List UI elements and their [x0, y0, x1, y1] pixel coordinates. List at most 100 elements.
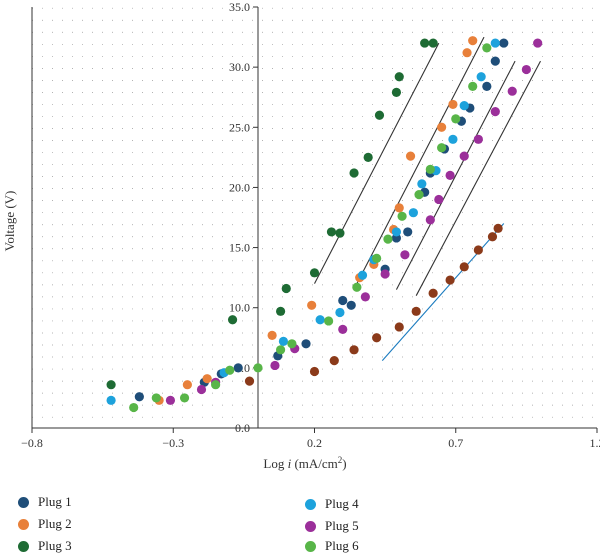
data-point [335, 308, 344, 317]
data-point [282, 284, 291, 293]
data-point [397, 212, 406, 221]
data-point [287, 339, 296, 348]
data-point [310, 367, 319, 376]
legend-marker [305, 541, 316, 552]
data-point [375, 111, 384, 120]
data-point [409, 208, 418, 217]
data-point [135, 392, 144, 401]
data-point [420, 38, 429, 47]
x-tick-label: −0.8 [21, 436, 43, 450]
y-tick-label: 25.0 [229, 120, 250, 134]
y-tick-label: 0.0 [235, 421, 250, 435]
data-point [253, 363, 262, 372]
x-tick-label: 1.2 [590, 436, 600, 450]
data-points [107, 36, 543, 412]
data-point [335, 229, 344, 238]
legend-label: Plug 3 [38, 538, 72, 554]
data-point [395, 72, 404, 81]
legend-label: Plug 6 [325, 538, 359, 554]
data-point [307, 301, 316, 310]
data-point [392, 88, 401, 97]
data-point [330, 356, 339, 365]
data-point [180, 393, 189, 402]
data-point [482, 43, 491, 52]
legend-item: Plug 3 [18, 538, 72, 554]
legend-item: Plug 1 [18, 494, 72, 510]
y-tick-label: 35.0 [229, 0, 250, 14]
legend-label: Plug 1 [38, 494, 72, 510]
data-point [462, 48, 471, 57]
data-point [358, 271, 367, 280]
data-point [327, 227, 336, 236]
data-point [474, 135, 483, 144]
data-point [349, 168, 358, 177]
data-point [310, 268, 319, 277]
data-point [451, 114, 460, 123]
grid [32, 8, 597, 417]
data-point [276, 345, 285, 354]
data-point [183, 380, 192, 389]
trend-line [416, 61, 540, 296]
trend-line [396, 61, 515, 290]
data-point [460, 262, 469, 271]
x-tick-label: 0.2 [307, 436, 322, 450]
data-point [338, 325, 347, 334]
legend-label: Plug 4 [325, 496, 359, 512]
trend-lines [315, 37, 541, 361]
data-point [225, 366, 234, 375]
data-point [364, 153, 373, 162]
data-point [324, 316, 333, 325]
data-point [301, 339, 310, 348]
y-tick-label: 10.0 [229, 301, 250, 315]
legend-marker [305, 499, 316, 510]
data-point [414, 190, 423, 199]
data-point [372, 254, 381, 263]
data-point [279, 337, 288, 346]
data-point [392, 227, 401, 236]
data-point [437, 123, 446, 132]
x-tick-label: −0.3 [162, 436, 184, 450]
data-point [429, 289, 438, 298]
legend-marker [18, 497, 29, 508]
data-point [474, 245, 483, 254]
data-point [426, 165, 435, 174]
data-point [228, 315, 237, 324]
data-point [491, 38, 500, 47]
data-point [268, 331, 277, 340]
legend-item: Plug 2 [18, 516, 72, 532]
data-point [152, 393, 161, 402]
data-point [316, 315, 325, 324]
data-point [448, 100, 457, 109]
data-point [361, 292, 370, 301]
data-point [488, 232, 497, 241]
data-point [482, 82, 491, 91]
x-axis-label: Log i (mA/cm2) [263, 455, 346, 471]
data-point [508, 87, 517, 96]
data-point [460, 152, 469, 161]
data-point [372, 333, 381, 342]
data-point [349, 345, 358, 354]
legend-marker [18, 541, 29, 552]
data-point [533, 38, 542, 47]
data-point [477, 72, 486, 81]
data-point [491, 57, 500, 66]
y-axis-label: Voltage (V) [2, 191, 17, 252]
data-point [395, 322, 404, 331]
y-tick-label: 20.0 [229, 180, 250, 194]
x-tick-label: 0.7 [448, 436, 463, 450]
data-point [166, 396, 175, 405]
data-point [446, 275, 455, 284]
data-point [234, 363, 243, 372]
data-point [211, 380, 220, 389]
data-point [129, 403, 138, 412]
data-point [499, 38, 508, 47]
data-point [426, 215, 435, 224]
data-point [460, 101, 469, 110]
data-point [522, 65, 531, 74]
data-point [468, 82, 477, 91]
data-point [395, 203, 404, 212]
data-point [406, 152, 415, 161]
data-point [417, 179, 426, 188]
legend-marker [305, 521, 316, 532]
legend-marker [18, 519, 29, 530]
